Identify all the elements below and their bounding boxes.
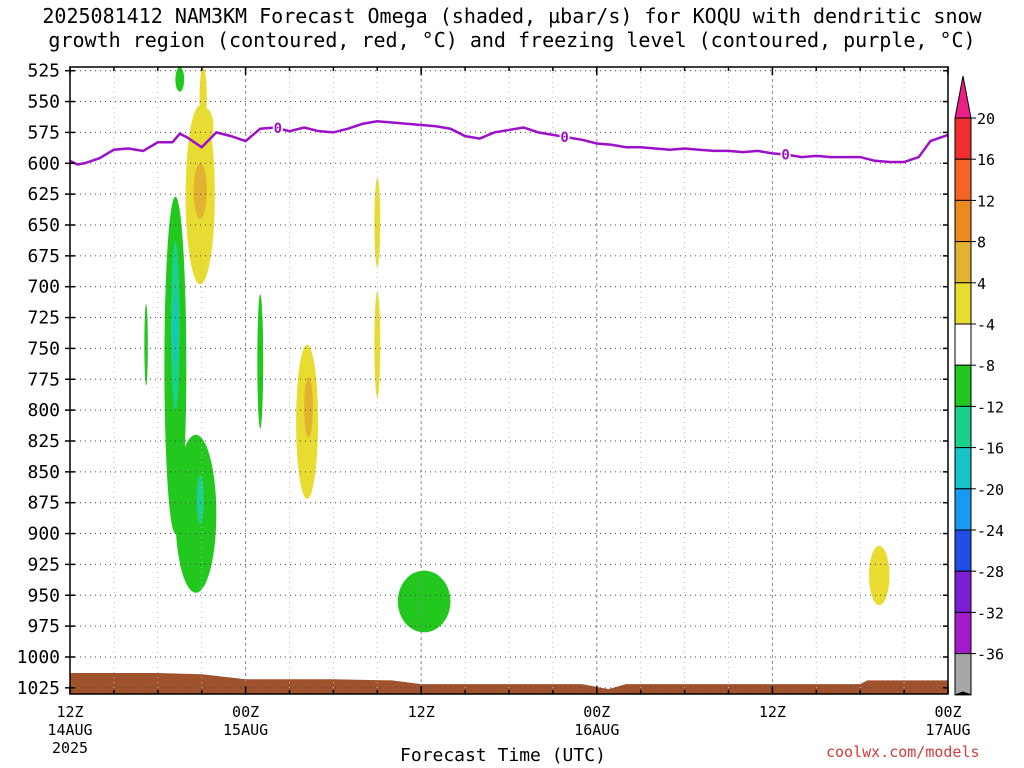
freezing-level-label-bg-1 xyxy=(559,128,570,145)
colorbar-swatch-8 xyxy=(954,405,972,449)
omega-region-10 xyxy=(175,434,217,593)
y-tick-label-600: 600 xyxy=(27,153,60,174)
y-tick-label-675: 675 xyxy=(27,246,60,267)
omega-region-15 xyxy=(257,294,264,429)
omega-region-5 xyxy=(304,376,313,438)
x-tick-label-60-1: 17AUG xyxy=(925,721,970,739)
y-tick-label-725: 725 xyxy=(27,308,60,329)
colorbar-swatch-9 xyxy=(954,447,972,490)
credit-text: coolwx.com/models xyxy=(826,743,980,761)
colorbar-swatch-10 xyxy=(954,488,972,531)
surface-terrain xyxy=(70,673,948,694)
colorbar-top-arrow xyxy=(954,75,972,119)
omega-region-16 xyxy=(144,303,148,386)
colorbar-swatch-12 xyxy=(954,570,972,613)
x-tick-label-0-2: 2025 xyxy=(52,739,88,757)
omega-shading-layer xyxy=(70,67,948,694)
freezing-level-label-bg-2 xyxy=(780,146,791,163)
y-tick-label-1000: 1000 xyxy=(17,647,60,668)
grid-layer xyxy=(70,67,948,694)
colorbar-swatch-1 xyxy=(954,117,972,160)
colorbar-label-7: -12 xyxy=(977,398,1004,416)
omega-region-1 xyxy=(193,163,207,219)
y-tick-label-950: 950 xyxy=(27,585,60,606)
colorbar-label-0: 20 xyxy=(977,110,995,128)
colorbar-swatch-3 xyxy=(954,199,972,243)
freezing-level-line xyxy=(69,120,949,166)
x-tick-label-12-1: 15AUG xyxy=(223,721,268,739)
omega-region-17 xyxy=(397,570,451,633)
colorbar-swatch-11 xyxy=(954,529,972,572)
colorbar-swatch-7 xyxy=(954,364,972,407)
y-tick-label-1025: 1025 xyxy=(17,678,60,699)
x-tick-label-0-0: 12Z xyxy=(56,703,83,721)
x-tick-label-36-1: 16AUG xyxy=(574,721,619,739)
colorbar-bottom-arrow xyxy=(954,691,972,696)
y-tick-label-525: 525 xyxy=(27,61,60,82)
colorbar-swatch-4 xyxy=(954,241,972,284)
colorbar-swatch-5 xyxy=(954,282,972,325)
y-tick-label-700: 700 xyxy=(27,277,60,298)
title-line-2: growth region (contoured, red, °C) and f… xyxy=(48,28,976,52)
freezing-level-label-1: 0 xyxy=(560,130,568,146)
x-tick-label-60-0: 00Z xyxy=(934,703,961,721)
colorbar-label-10: -24 xyxy=(977,522,1004,540)
freezing-level-label-bg-0 xyxy=(272,120,283,137)
omega-region-3 xyxy=(199,67,207,130)
colorbar: 20 16 12 8 4 -4 -8 -12 -16 -20 -24 -28 -32 -36 xyxy=(954,75,1004,696)
y-tick-label-650: 650 xyxy=(27,215,60,236)
x-axis-label: Forecast Time (UTC) xyxy=(400,745,606,766)
colorbar-label-3: 8 xyxy=(977,234,986,252)
colorbar-label-4: 4 xyxy=(977,275,986,293)
x-tick-label-36-0: 00Z xyxy=(583,703,610,721)
colorbar-swatch-14 xyxy=(954,653,972,696)
y-tick-label-775: 775 xyxy=(27,369,60,390)
omega-region-12 xyxy=(173,296,178,364)
colorbar-swatch-6 xyxy=(954,323,972,366)
y-tick-label-925: 925 xyxy=(27,554,60,575)
x-tick-label-48-0: 12Z xyxy=(759,703,786,721)
colorbar-label-12: -32 xyxy=(977,604,1004,622)
x-tick-label-12-0: 00Z xyxy=(232,703,259,721)
colorbar-label-8: -16 xyxy=(977,440,1004,458)
y-axis: 525 550 575 600 625 650 675 700 725 750 775 800 825 8… xyxy=(17,61,948,699)
y-tick-label-850: 850 xyxy=(27,462,60,483)
omega-region-14 xyxy=(175,67,185,92)
y-tick-label-550: 550 xyxy=(27,92,60,113)
title-line-1: 2025081412 NAM3KM Forecast Omega (shaded… xyxy=(42,4,982,28)
y-tick-label-800: 800 xyxy=(27,400,60,421)
x-tick-label-24-0: 12Z xyxy=(408,703,435,721)
y-tick-label-875: 875 xyxy=(27,493,60,514)
colorbar-label-9: -20 xyxy=(977,481,1004,499)
y-tick-label-625: 625 xyxy=(27,184,60,205)
y-tick-label-900: 900 xyxy=(27,524,60,545)
colorbar-label-11: -28 xyxy=(977,563,1004,581)
y-tick-label-750: 750 xyxy=(27,338,60,359)
freezing-level-label-0: 0 xyxy=(274,121,282,137)
chart-title: 2025081412 NAM3KM Forecast Omega (shaded… xyxy=(0,4,1024,52)
omega-region-8 xyxy=(868,545,890,606)
x-tick-label-0-1: 14AUG xyxy=(47,721,92,739)
colorbar-swatch-13 xyxy=(954,611,972,655)
colorbar-label-6: -8 xyxy=(977,357,995,375)
omega-region-13 xyxy=(196,475,204,524)
colorbar-label-1: 16 xyxy=(977,151,995,169)
y-tick-label-975: 975 xyxy=(27,616,60,637)
freezing-level-label-2: 0 xyxy=(781,148,789,164)
colorbar-swatch-2 xyxy=(954,158,972,201)
colorbar-label-2: 12 xyxy=(977,192,995,210)
omega-region-7 xyxy=(374,291,381,398)
colorbar-label-13: -36 xyxy=(977,646,1004,664)
y-tick-label-575: 575 xyxy=(27,122,60,143)
y-tick-label-825: 825 xyxy=(27,431,60,452)
colorbar-label-5: -4 xyxy=(977,316,995,334)
